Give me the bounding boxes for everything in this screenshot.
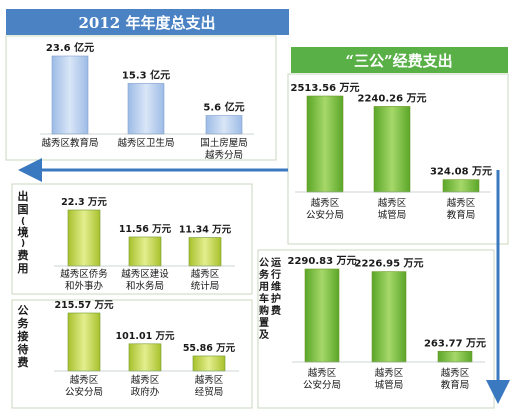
abroad-category-label-0-line-1: 和外事办 (65, 280, 104, 292)
total-header-title: 2012 年年度总支出 (79, 14, 216, 32)
sangong-value-label-0: 2513.56 万元 (290, 82, 359, 94)
total-value-label-2: 5.6 亿元 (203, 100, 244, 113)
svg-text:出: 出 (18, 189, 29, 203)
reception-bar-0 (67, 312, 101, 372)
svg-text:公: 公 (18, 304, 29, 317)
svg-text:): ) (21, 239, 25, 249)
abroad-category-label-1-line-0: 越秀区建设 (121, 268, 169, 280)
total-category-label-0: 越秀区教育局 (41, 137, 98, 149)
total-value-label-1: 15.3 亿元 (122, 68, 170, 81)
sangong-category-label-0-line-0: 越秀区 (311, 197, 340, 209)
sangong-value-label-2: 324.08 万元 (430, 166, 492, 178)
svg-text:费: 费 (18, 248, 29, 262)
vehicle-bar-1 (371, 271, 407, 363)
vehicle-bar-2 (437, 350, 473, 363)
reception-category-label-2-line-0: 越秀区 (195, 374, 224, 386)
svg-text:境: 境 (18, 225, 29, 239)
svg-text:行: 行 (270, 268, 281, 281)
abroad-bar-2 (188, 237, 222, 267)
total-bar-2 (205, 115, 243, 135)
reception-category-label-0-line-1: 公安分局 (65, 386, 103, 398)
svg-text:用: 用 (258, 281, 269, 293)
abroad-bar-0 (67, 209, 101, 267)
sangong-bar-2 (442, 179, 480, 193)
total-bar-0 (51, 55, 89, 135)
svg-text:务: 务 (18, 316, 30, 330)
sangong-value-label-1: 2240.26 万元 (357, 92, 426, 104)
svg-text:车: 车 (259, 292, 269, 305)
sangong-bar-0 (306, 95, 344, 193)
reception-category-label-0-line-0: 越秀区 (70, 374, 99, 386)
vehicle-value-label-0: 2290.83 万元 (287, 255, 356, 267)
sangong-category-label-1-line-1: 城管局 (378, 209, 407, 221)
total-bar-1 (127, 83, 165, 135)
reception-value-label-2: 55.86 万元 (183, 343, 236, 354)
svg-text:费: 费 (271, 304, 281, 317)
vehicle-category-label-1-line-0: 越秀区 (375, 367, 404, 379)
vehicle-value-label-2: 263.77 万元 (424, 337, 486, 349)
abroad-category-label-1-line-1: 和水务局 (126, 280, 164, 292)
vehicle-category-label-2-line-0: 越秀区 (441, 367, 470, 379)
abroad-category-label-2-line-1: 统计局 (191, 280, 220, 292)
svg-text:公: 公 (259, 257, 269, 269)
svg-text:务: 务 (259, 268, 270, 281)
sangong-category-label-0-line-1: 公安分局 (306, 209, 344, 221)
sangong-category-label-2-line-0: 越秀区 (447, 197, 476, 209)
svg-text:待: 待 (17, 342, 29, 356)
svg-text:用: 用 (18, 262, 29, 275)
svg-text:护: 护 (271, 292, 281, 305)
vehicle-category-label-2-line-1: 教育局 (441, 379, 470, 391)
abroad-category-label-2-line-0: 越秀区 (191, 268, 220, 280)
svg-text:运: 运 (271, 257, 281, 269)
vehicle-side-title: 公 务 用 车 运 行 维 护 费 购 置 及 (258, 257, 281, 341)
reception-value-label-0: 215.57 万元 (55, 300, 114, 311)
sangong-bar-1 (373, 106, 411, 193)
abroad-side-title: 出 国 ( 境 ) 费 用 (18, 189, 29, 275)
sangong-header-bar (291, 47, 508, 73)
reception-category-label-1-line-1: 政府办 (131, 386, 160, 398)
svg-text:国: 国 (18, 203, 29, 216)
svg-text:置: 置 (259, 317, 269, 329)
abroad-value-label-1: 11.56 万元 (119, 224, 172, 235)
reception-category-label-1-line-0: 越秀区 (131, 374, 160, 386)
reception-bar-2 (192, 355, 226, 372)
svg-text:维: 维 (271, 280, 281, 293)
abroad-category-label-0-line-0: 越秀区侨务 (60, 268, 108, 280)
vehicle-bar-0 (304, 268, 340, 363)
svg-text:接: 接 (18, 329, 29, 343)
total-category-label-1: 越秀区卫生局 (117, 137, 174, 149)
vehicle-category-label-0-line-0: 越秀区 (308, 367, 337, 379)
reception-value-label-1: 101.01 万元 (116, 331, 175, 342)
reception-side-title: 公 务 接 待 费 (17, 304, 30, 369)
svg-text:(: ( (21, 217, 25, 227)
total-category-label-2-line-0: 国土房屋局 (200, 137, 248, 149)
abroad-bar-1 (128, 236, 162, 267)
svg-text:及: 及 (259, 329, 270, 341)
total-header-bar (6, 9, 289, 35)
svg-text:购: 购 (259, 304, 269, 317)
abroad-value-label-2: 11.34 万元 (179, 225, 232, 236)
reception-bar-1 (128, 343, 162, 372)
sangong-header-title: “三公”经费支出 (345, 52, 452, 70)
svg-text:费: 费 (18, 355, 29, 369)
total-value-label-0: 23.6 亿元 (46, 41, 94, 54)
vehicle-category-label-1-line-1: 城管局 (375, 379, 404, 391)
reception-category-label-2-line-1: 经贸局 (195, 386, 224, 398)
vehicle-category-label-0-line-1: 公安分局 (303, 379, 341, 391)
sangong-category-label-2-line-1: 教育局 (447, 209, 476, 221)
total-category-label-2-line-1: 越秀分局 (205, 149, 243, 161)
abroad-value-label-0: 22.3 万元 (61, 197, 107, 208)
vehicle-value-label-1: 2226.95 万元 (354, 258, 423, 270)
sangong-category-label-1-line-0: 越秀区 (378, 197, 407, 209)
